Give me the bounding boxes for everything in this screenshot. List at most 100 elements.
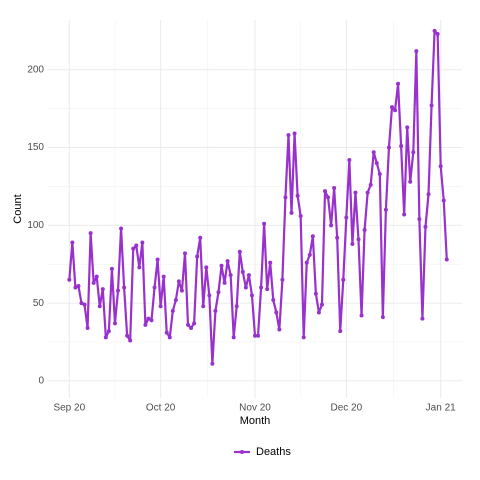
- x-tick-label: Oct 20: [146, 403, 176, 414]
- point: [88, 231, 93, 236]
- point: [125, 333, 130, 338]
- point: [164, 330, 169, 335]
- point: [140, 240, 145, 245]
- point: [256, 333, 261, 338]
- point: [295, 193, 300, 198]
- point: [289, 210, 294, 215]
- point: [246, 273, 251, 278]
- point: [429, 103, 434, 108]
- point: [280, 277, 285, 282]
- x-axis-title: Month: [240, 415, 271, 427]
- point: [234, 304, 239, 309]
- x-tick-label: Dec 20: [330, 403, 362, 414]
- point: [298, 214, 303, 218]
- point: [396, 81, 401, 86]
- y-tick-label: 150: [27, 142, 44, 153]
- point: [408, 179, 413, 184]
- point: [368, 182, 373, 187]
- point: [399, 144, 404, 148]
- grid: [48, 20, 462, 398]
- point: [222, 280, 227, 285]
- point: [356, 237, 361, 242]
- point: [195, 254, 200, 259]
- x-tick-label: Nov 20: [239, 403, 271, 414]
- point: [182, 251, 187, 256]
- point: [119, 226, 124, 231]
- legend-label: Deaths: [256, 446, 291, 458]
- point: [335, 235, 340, 240]
- point: [377, 172, 382, 176]
- point: [228, 273, 233, 278]
- point: [411, 150, 416, 155]
- y-tick-label: 200: [27, 64, 44, 75]
- point: [405, 125, 410, 130]
- y-tick-label: 50: [33, 298, 45, 309]
- y-axis-title: Count: [12, 194, 24, 223]
- point: [103, 335, 108, 340]
- point: [444, 257, 449, 262]
- point: [371, 150, 376, 155]
- point: [143, 322, 148, 327]
- point: [100, 287, 105, 292]
- point: [219, 263, 224, 268]
- point: [326, 195, 331, 200]
- point: [432, 28, 437, 33]
- line: [68, 29, 448, 365]
- point: [207, 293, 212, 298]
- point: [417, 217, 422, 222]
- point: [204, 265, 209, 270]
- point: [347, 158, 352, 162]
- point: [128, 338, 133, 343]
- point: [231, 335, 236, 340]
- point: [146, 316, 151, 321]
- point: [350, 242, 355, 246]
- point: [307, 252, 312, 257]
- point: [131, 246, 136, 251]
- point: [344, 215, 349, 220]
- point: [198, 235, 203, 240]
- point: [435, 32, 440, 36]
- point: [106, 329, 111, 334]
- point: [152, 285, 157, 290]
- point: [76, 284, 81, 288]
- point: [237, 249, 242, 254]
- point: [323, 189, 328, 194]
- point: [268, 260, 273, 265]
- point: [365, 190, 370, 195]
- point: [286, 133, 291, 138]
- point: [249, 293, 254, 298]
- point: [265, 287, 270, 292]
- point: [402, 212, 407, 217]
- point: [225, 259, 230, 264]
- point: [359, 313, 364, 318]
- point: [362, 228, 367, 232]
- x-tick-label: Sep 20: [53, 403, 85, 414]
- point: [353, 190, 358, 195]
- point: [67, 277, 72, 282]
- point: [149, 318, 154, 323]
- point: [210, 361, 215, 366]
- point: [240, 270, 245, 274]
- point: [91, 280, 96, 285]
- point: [380, 315, 385, 320]
- point: [79, 301, 84, 306]
- point: [329, 223, 334, 228]
- point: [259, 285, 264, 290]
- point: [271, 298, 276, 302]
- point: [94, 274, 99, 279]
- point: [341, 277, 346, 282]
- y-tick-label: 100: [27, 220, 44, 231]
- y-tick-label: 0: [38, 376, 44, 387]
- point: [161, 274, 166, 279]
- point: [97, 304, 102, 309]
- point: [441, 198, 446, 203]
- point: [426, 192, 431, 197]
- point: [189, 326, 194, 330]
- point: [170, 308, 175, 313]
- point: [122, 285, 127, 290]
- point: [374, 161, 379, 166]
- point: [304, 260, 309, 265]
- legend-key-point: [240, 450, 244, 454]
- point: [338, 329, 343, 334]
- point: [112, 321, 117, 326]
